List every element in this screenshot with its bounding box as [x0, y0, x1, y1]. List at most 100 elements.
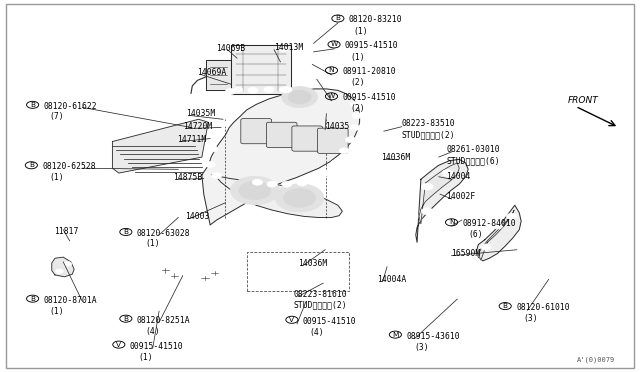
Text: A'(0)0079: A'(0)0079 [577, 357, 615, 363]
FancyBboxPatch shape [317, 128, 348, 153]
Text: (6): (6) [468, 230, 483, 240]
Circle shape [222, 109, 232, 115]
Polygon shape [52, 257, 74, 277]
Text: 08915-43610: 08915-43610 [406, 331, 460, 341]
Text: 00915-41510: 00915-41510 [345, 41, 399, 51]
Text: (1): (1) [138, 353, 152, 362]
Circle shape [506, 214, 516, 219]
Text: 14035M: 14035M [186, 109, 215, 118]
Circle shape [207, 146, 218, 152]
Circle shape [331, 160, 341, 166]
Circle shape [211, 173, 221, 179]
Text: (4): (4) [310, 328, 324, 337]
Text: B: B [30, 102, 35, 108]
Text: STUDスタッド(2): STUDスタッド(2) [402, 130, 456, 140]
Circle shape [234, 46, 243, 51]
Text: B: B [30, 296, 35, 302]
Circle shape [230, 176, 279, 205]
Circle shape [252, 179, 262, 185]
Text: W: W [328, 93, 335, 99]
Text: M: M [392, 331, 399, 338]
Text: 14711M: 14711M [177, 135, 206, 144]
Text: 08120-8701A: 08120-8701A [44, 296, 97, 305]
Circle shape [163, 269, 169, 272]
Circle shape [202, 276, 208, 280]
Circle shape [339, 148, 349, 154]
Text: (4): (4) [145, 327, 159, 336]
Circle shape [422, 183, 433, 190]
Text: (1): (1) [145, 239, 159, 248]
Text: 14036M: 14036M [298, 259, 327, 267]
Text: (3): (3) [415, 343, 429, 352]
Text: B: B [29, 162, 34, 168]
Text: 14875B: 14875B [173, 173, 202, 182]
Text: 14004A: 14004A [378, 275, 407, 284]
Text: B: B [335, 16, 340, 22]
Circle shape [56, 269, 63, 273]
Circle shape [284, 189, 316, 207]
Text: N: N [329, 67, 334, 73]
Polygon shape [478, 210, 514, 260]
Circle shape [211, 271, 218, 275]
Circle shape [234, 87, 243, 92]
FancyBboxPatch shape [266, 122, 297, 147]
Text: 14069B: 14069B [216, 44, 246, 53]
Circle shape [248, 87, 258, 93]
Text: V: V [116, 341, 122, 347]
Text: (3): (3) [523, 314, 538, 323]
Circle shape [212, 132, 223, 138]
Circle shape [445, 195, 457, 201]
Circle shape [352, 113, 362, 119]
Circle shape [279, 87, 288, 92]
Text: 00915-41510: 00915-41510 [342, 93, 396, 102]
Circle shape [350, 125, 360, 131]
Text: STUDスタッド(6): STUDスタッド(6) [447, 156, 500, 165]
Text: B: B [124, 316, 129, 322]
Text: 14002F: 14002F [447, 192, 476, 201]
Text: 08261-03010: 08261-03010 [447, 145, 500, 154]
Polygon shape [419, 163, 460, 224]
Text: FRONT: FRONT [568, 96, 598, 105]
Circle shape [225, 89, 236, 94]
Circle shape [442, 170, 454, 176]
Text: 14720M: 14720M [182, 122, 212, 131]
Circle shape [297, 180, 307, 186]
Text: 14036M: 14036M [381, 153, 410, 161]
Text: 14035: 14035 [325, 122, 349, 131]
Text: V: V [289, 317, 294, 323]
Text: 16590M: 16590M [452, 249, 481, 258]
Circle shape [481, 244, 491, 250]
Circle shape [312, 176, 322, 182]
Text: 11817: 11817 [54, 227, 79, 236]
Text: 14004: 14004 [447, 172, 471, 181]
Text: 08120-8251A: 08120-8251A [137, 316, 190, 325]
Circle shape [282, 87, 292, 93]
Text: 08120-63028: 08120-63028 [137, 229, 190, 238]
Polygon shape [206, 60, 230, 90]
Circle shape [264, 87, 274, 93]
Text: B: B [502, 303, 508, 309]
Polygon shape [230, 45, 291, 94]
Circle shape [205, 161, 215, 167]
Circle shape [492, 223, 502, 229]
Text: 00915-41510: 00915-41510 [130, 341, 183, 350]
Circle shape [239, 181, 271, 200]
Text: 14003: 14003 [184, 212, 209, 221]
Circle shape [218, 121, 228, 127]
Circle shape [279, 46, 288, 51]
FancyBboxPatch shape [241, 119, 271, 144]
Text: 08223-81610: 08223-81610 [293, 290, 347, 299]
Circle shape [282, 181, 292, 187]
Text: 08120-62528: 08120-62528 [42, 162, 96, 171]
Circle shape [267, 181, 277, 187]
Text: STUDスタッド(2): STUDスタッド(2) [293, 301, 347, 310]
Text: (2): (2) [351, 105, 365, 113]
Polygon shape [113, 119, 208, 173]
Text: (1): (1) [49, 307, 64, 316]
Text: 14069A: 14069A [197, 68, 227, 77]
Text: 08223-83510: 08223-83510 [402, 119, 456, 128]
Text: N: N [449, 219, 454, 225]
FancyBboxPatch shape [292, 126, 323, 151]
Text: (1): (1) [49, 173, 64, 182]
Circle shape [282, 87, 317, 108]
